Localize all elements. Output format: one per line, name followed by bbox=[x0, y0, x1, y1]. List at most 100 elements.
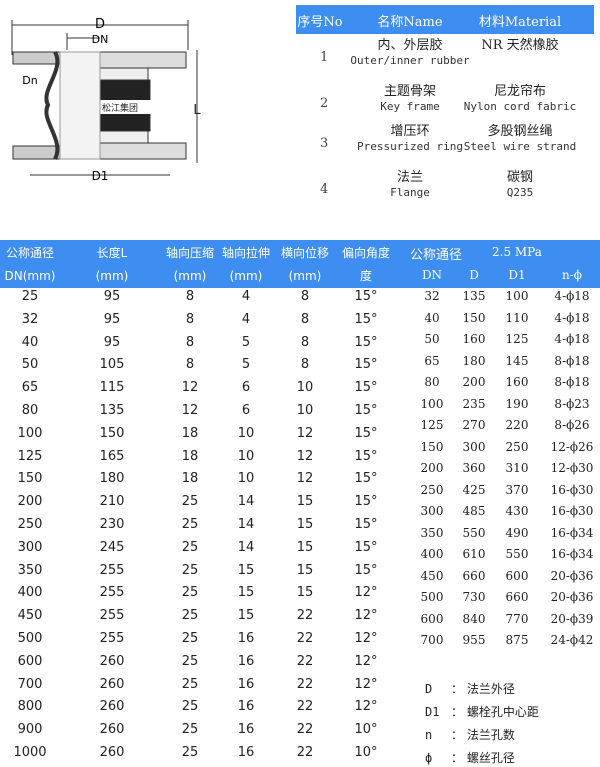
spec-row: 100 150 18 10 12 15° bbox=[0, 426, 400, 448]
spec-cell: 14 bbox=[237, 517, 255, 532]
legend-key: D bbox=[425, 682, 433, 696]
dim-DN: DN bbox=[92, 33, 109, 46]
header-material: 材料Material bbox=[478, 15, 562, 30]
spec-cell: 50 bbox=[21, 357, 39, 373]
materials-table-header: 序号No 名称Name 材料Material bbox=[296, 5, 594, 34]
spec-cell: 260 bbox=[99, 722, 125, 738]
spec-cell: 8 bbox=[185, 311, 195, 327]
flange-row: 250 425 370 16-ϕ30 bbox=[400, 483, 600, 505]
flange-row: 40 150 110 4-ϕ18 bbox=[400, 311, 600, 333]
material-en: Q235 bbox=[506, 186, 534, 199]
spec-cell: 150 bbox=[17, 471, 43, 487]
spec-cell: 8 bbox=[185, 334, 195, 350]
legend-key: ϕ bbox=[425, 751, 433, 765]
spec-cell: 4 bbox=[241, 289, 251, 304]
material-cn: NR 天然橡胶 bbox=[481, 38, 559, 53]
spec-cell: 95 bbox=[103, 311, 121, 327]
spec-cell: 12° bbox=[354, 676, 378, 692]
spec-cell: 125 bbox=[17, 448, 43, 464]
material-cn: 碳钢 bbox=[506, 170, 533, 185]
flange-cell: 150 bbox=[420, 439, 444, 454]
spec-cell: 10 bbox=[296, 380, 314, 396]
flange-header-d: D bbox=[469, 268, 479, 282]
spec-cell: 12° bbox=[354, 585, 378, 601]
spec-cell: 8 bbox=[185, 357, 195, 373]
spec-cell: 400 bbox=[17, 585, 43, 601]
flange-cell: 20-ϕ36 bbox=[550, 590, 594, 604]
flange-row: 450 660 600 20-ϕ36 bbox=[400, 569, 600, 591]
flange-cell: 700 bbox=[420, 633, 444, 647]
spec-cell: 10° bbox=[354, 745, 378, 760]
dim-Dn: Dn bbox=[22, 74, 37, 87]
spec-cell: 255 bbox=[99, 608, 125, 624]
spec-cell: 12 bbox=[296, 448, 314, 464]
flange-row: 150 300 250 12-ϕ26 bbox=[400, 440, 600, 462]
material-cell: 碳钢 Q235 bbox=[507, 170, 534, 200]
flange-title: 公称通径 bbox=[410, 248, 463, 263]
flange-header-n-phi: n-ϕ bbox=[562, 268, 582, 282]
material-cell: NR 天然橡胶 bbox=[481, 38, 558, 53]
spec-cell: 450 bbox=[17, 608, 43, 624]
spec-cell: 260 bbox=[99, 676, 125, 692]
spec-cell: 10 bbox=[296, 403, 314, 418]
flange-cell: 300 bbox=[462, 439, 486, 454]
legend-desc: 法兰孔数 bbox=[466, 728, 515, 742]
spec-cell: 15 bbox=[237, 562, 255, 578]
flange-cell: 770 bbox=[505, 611, 529, 626]
flange-row: 50 160 125 4-ϕ18 bbox=[400, 332, 600, 354]
spec-cell: 255 bbox=[99, 631, 125, 646]
spec-row: 200 210 25 14 15 15° bbox=[0, 494, 400, 516]
spec-row: 350 255 25 15 15 15° bbox=[0, 563, 400, 585]
spec-cell: 25 bbox=[21, 289, 39, 304]
dim-D1: D1 bbox=[92, 169, 109, 183]
flange-cell: 235 bbox=[462, 396, 486, 411]
spec-cell: 180 bbox=[99, 471, 125, 487]
spec-cell: 22 bbox=[296, 699, 314, 715]
spec-cell: 12 bbox=[296, 471, 314, 487]
flange-cell: 24-ϕ42 bbox=[550, 633, 594, 647]
spec-header-0: 公称通径 DN(mm) bbox=[5, 242, 56, 288]
flange-cell: 16-ϕ34 bbox=[550, 547, 594, 561]
flange-cell: 20-ϕ36 bbox=[550, 568, 594, 583]
spec-header-3: 轴向拉伸 (mm) bbox=[222, 242, 270, 288]
spec-cell: 25 bbox=[181, 562, 199, 578]
material-cn: 尼龙帘布 bbox=[493, 84, 546, 99]
material-cell: 尼龙帘布 Nylon cord fabric bbox=[464, 84, 577, 114]
spec-cell: 8 bbox=[300, 334, 310, 350]
spec-cell: 15 bbox=[296, 517, 314, 532]
spec-cell: 255 bbox=[99, 585, 125, 601]
spec-cell: 12° bbox=[354, 653, 378, 669]
spec-cell: 16 bbox=[237, 722, 255, 738]
material-cn: 多股钢丝绳 bbox=[487, 124, 553, 139]
spec-cell: 6 bbox=[241, 380, 251, 396]
flange-row: 200 360 310 12-ϕ30 bbox=[400, 461, 600, 483]
flange-row: 700 955 875 24-ϕ42 bbox=[400, 633, 600, 655]
spec-header-line1: 横向位移 bbox=[280, 246, 330, 260]
flange-cell: 660 bbox=[505, 590, 529, 604]
flange-cell: 40 bbox=[424, 310, 440, 325]
spec-header-line2: (mm) bbox=[95, 269, 129, 283]
spec-cell: 10° bbox=[354, 722, 378, 738]
flange-header-dn: DN bbox=[421, 268, 443, 282]
flange-cell: 350 bbox=[420, 525, 444, 540]
flange-cell: 250 bbox=[420, 482, 444, 497]
spec-row: 800 260 25 16 22 12° bbox=[0, 699, 400, 721]
material-en: Nylon cord fabric bbox=[463, 100, 577, 113]
spec-cell: 15° bbox=[354, 539, 378, 555]
flange-row: 350 550 490 16-ϕ34 bbox=[400, 526, 600, 548]
spec-cell: 15° bbox=[354, 403, 378, 418]
spec-cell: 15 bbox=[237, 608, 255, 624]
spec-cell: 22 bbox=[296, 631, 314, 646]
spec-row: 600 260 25 16 22 12° bbox=[0, 654, 400, 676]
spec-cell: 15 bbox=[296, 494, 314, 510]
flange-cell: 370 bbox=[505, 482, 529, 497]
flange-cell: 12-ϕ30 bbox=[550, 461, 594, 475]
flange-row: 300 485 430 16-ϕ30 bbox=[400, 504, 600, 526]
flange-cell: 8-ϕ18 bbox=[554, 353, 590, 368]
flange-cell: 110 bbox=[505, 310, 529, 325]
flange-cell: 65 bbox=[424, 353, 440, 368]
legend-item: D ： 法兰外径 bbox=[425, 680, 515, 697]
spec-cell: 15° bbox=[354, 494, 378, 510]
spec-cell: 25 bbox=[181, 676, 199, 692]
spec-row: 900 260 25 16 22 10° bbox=[0, 722, 400, 744]
